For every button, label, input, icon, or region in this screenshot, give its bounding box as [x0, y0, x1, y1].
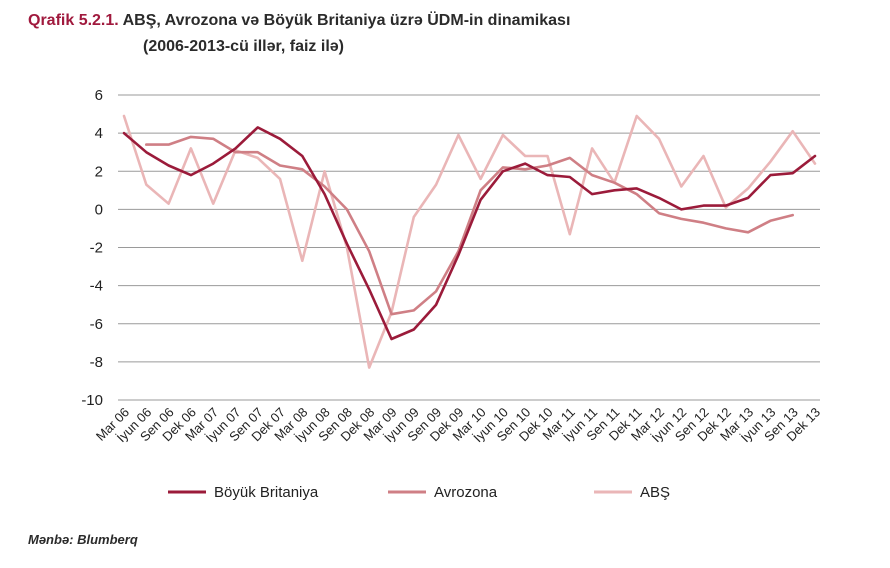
y-tick-label: -10 — [81, 392, 103, 409]
y-tick-label: 0 — [95, 201, 103, 218]
y-tick-label: 6 — [95, 87, 103, 104]
chart-title: Qrafik 5.2.1. ABŞ, Avrozona və Böyük Bri… — [28, 12, 570, 30]
y-tick-label: -8 — [90, 354, 103, 371]
y-tick-label: -4 — [90, 278, 103, 295]
chart-title-text: ABŞ, Avrozona və Böyük Britaniya üzrə ÜD… — [122, 12, 571, 29]
chart-subtitle: (2006-2013-cü illər, faiz ilə) — [143, 38, 344, 55]
y-tick-label: 2 — [95, 163, 103, 180]
chart-number: Qrafik 5.2.1. — [28, 12, 119, 29]
y-tick-label: -6 — [90, 316, 103, 333]
series-line-avrozona — [145, 135, 794, 316]
source-note: Mənbə: Blumberq — [28, 532, 138, 547]
y-tick-label: -2 — [90, 240, 103, 257]
legend-label: Böyük Britaniya — [214, 484, 319, 501]
series-line-b-y-k-britaniya — [122, 126, 817, 341]
y-tick-label: 4 — [95, 125, 103, 142]
legend-label: ABŞ — [640, 484, 670, 501]
legend-label: Avrozona — [434, 484, 498, 501]
